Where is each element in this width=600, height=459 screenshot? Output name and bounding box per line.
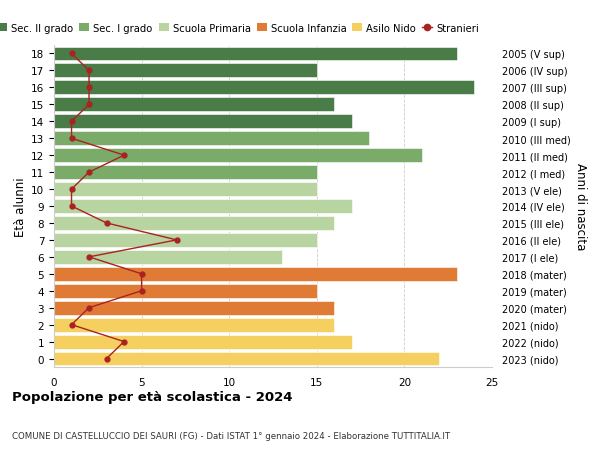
- Bar: [54, 335, 352, 349]
- Bar: [54, 234, 317, 247]
- Bar: [54, 81, 475, 95]
- Bar: [54, 250, 282, 264]
- Y-axis label: Anni di nascita: Anni di nascita: [574, 163, 587, 250]
- Bar: [54, 318, 334, 332]
- Bar: [54, 183, 317, 196]
- Text: COMUNE DI CASTELLUCCIO DEI SAURI (FG) - Dati ISTAT 1° gennaio 2024 - Elaborazion: COMUNE DI CASTELLUCCIO DEI SAURI (FG) - …: [12, 431, 450, 441]
- Bar: [54, 267, 457, 281]
- Legend: Sec. II grado, Sec. I grado, Scuola Primaria, Scuola Infanzia, Asilo Nido, Stran: Sec. II grado, Sec. I grado, Scuola Prim…: [0, 20, 483, 38]
- Bar: [54, 166, 317, 179]
- Bar: [54, 115, 352, 129]
- Text: Popolazione per età scolastica - 2024: Popolazione per età scolastica - 2024: [12, 390, 293, 403]
- Bar: [54, 217, 334, 230]
- Y-axis label: Età alunni: Età alunni: [14, 177, 27, 236]
- Bar: [54, 284, 317, 298]
- Bar: [54, 301, 334, 315]
- Bar: [54, 98, 334, 112]
- Bar: [54, 149, 422, 163]
- Bar: [54, 352, 439, 366]
- Bar: [54, 200, 352, 213]
- Bar: [54, 47, 457, 62]
- Bar: [54, 132, 370, 146]
- Bar: [54, 64, 317, 78]
